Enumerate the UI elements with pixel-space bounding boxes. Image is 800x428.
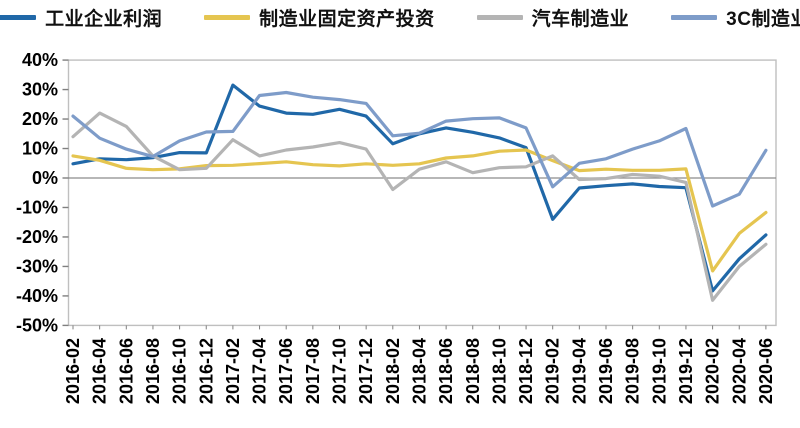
x-axis-label: 2017-12 — [356, 338, 376, 404]
plot-border — [67, 59, 777, 327]
y-axis-label: -20% — [16, 227, 58, 247]
y-axis-label: -30% — [16, 256, 58, 276]
chart-legend: 工业企业利润 制造业固定资产投资 汽车制造业 3C制造业 — [0, 4, 800, 31]
x-axis-label: 2016-04 — [90, 338, 110, 404]
x-axis-label: 2017-10 — [330, 338, 350, 404]
x-axis-label: 2017-02 — [223, 338, 243, 404]
y-axis-label: -40% — [16, 286, 58, 306]
x-axis-label: 2019-02 — [543, 338, 563, 404]
y-axis-label: -10% — [16, 197, 58, 217]
legend-label: 3C制造业 — [726, 9, 800, 30]
series-line-industrial-profit — [71, 83, 768, 293]
x-axis-label: 2017-04 — [250, 338, 270, 404]
y-axis-label: 10% — [22, 139, 58, 159]
x-axis-label: 2019-10 — [649, 338, 669, 404]
x-axis-label: 2019-12 — [676, 338, 696, 404]
legend-item-industrial-profit: 工业企业利润 — [0, 4, 162, 31]
legend-item-manufacturing-fai: 制造业固定资产投资 — [204, 4, 435, 31]
y-axis-label: 40% — [22, 50, 58, 70]
legend-item-3c-manufacturing: 3C制造业 — [671, 4, 800, 31]
x-axis-label: 2019-04 — [569, 338, 589, 404]
x-axis-label: 2018-06 — [436, 338, 456, 404]
legend-label: 制造业固定资产投资 — [259, 9, 435, 30]
legend-swatch-manufacturing-fai — [204, 15, 251, 20]
series-line-auto-manufacturing — [71, 111, 768, 302]
y-axis-label: 0% — [32, 168, 58, 188]
legend-swatch-3c-manufacturing — [671, 15, 718, 20]
legend-swatch-industrial-profit — [0, 15, 37, 20]
y-axis-label: 30% — [22, 80, 58, 100]
x-axis-label: 2018-04 — [409, 338, 429, 404]
series-line-3c-manufacturing — [71, 90, 768, 208]
x-axis-label: 2016-06 — [116, 338, 136, 404]
legend-label: 工业企业利润 — [45, 9, 163, 30]
x-axis-label: 2018-02 — [383, 338, 403, 404]
x-axis-label: 2017-08 — [303, 338, 323, 404]
x-axis-label: 2018-12 — [516, 338, 536, 404]
x-axis-label: 2016-10 — [170, 338, 190, 404]
legend-swatch-auto-manufacturing — [476, 15, 523, 20]
x-axis-label: 2020-02 — [703, 338, 723, 404]
x-axis-label: 2019-08 — [623, 338, 643, 404]
x-axis-label: 2020-06 — [756, 338, 776, 404]
x-axis-label: 2016-02 — [63, 338, 83, 404]
x-axis-label: 2018-10 — [489, 338, 509, 404]
y-axis-label: 20% — [22, 109, 58, 129]
legend-item-auto-manufacturing: 汽车制造业 — [476, 4, 630, 31]
x-axis-label: 2016-08 — [143, 338, 163, 404]
x-axis-label: 2020-04 — [729, 338, 749, 404]
x-axis-label: 2017-06 — [276, 338, 296, 404]
y-axis-label: -50% — [16, 315, 58, 335]
x-axis-label: 2018-08 — [463, 338, 483, 404]
legend-label: 汽车制造业 — [531, 9, 630, 30]
x-axis-label: 2016-12 — [196, 338, 216, 404]
x-axis-label: 2019-06 — [596, 338, 616, 404]
